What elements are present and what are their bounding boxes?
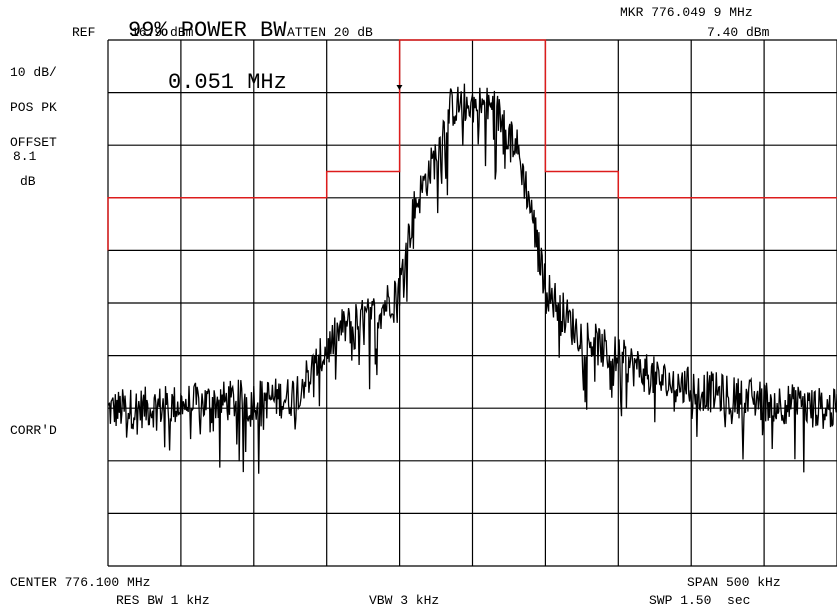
sweep-time: SWP 1.50 sec [649, 593, 751, 608]
spectrum-trace [107, 83, 837, 474]
measurement-title: 99% POWER BW [128, 18, 287, 43]
center-frequency: CENTER 776.100 MHz [10, 575, 151, 590]
video-bandwidth: VBW 3 kHz [369, 593, 440, 608]
span: SPAN 500 kHz [687, 575, 781, 590]
scale-per-division: 10 dB/ [10, 65, 57, 80]
marker-diamond [396, 84, 403, 90]
limit-mask [107, 39, 837, 251]
ref-label: REF [72, 25, 96, 40]
marker-level: 7.40 dBm [707, 25, 770, 40]
offset-label: OFFSET [10, 135, 57, 150]
corrected-indicator: CORR'D [10, 423, 57, 438]
graticule-grid [107, 39, 837, 567]
attenuation: ATTEN 20 dB [287, 25, 373, 40]
resolution-bandwidth: RES BW 1 kHz [116, 593, 210, 608]
detector-mode: POS PK [10, 100, 57, 115]
marker-frequency: MKR 776.049 9 MHz [620, 5, 753, 20]
trace-group [107, 83, 837, 474]
ref-level-value: 16.9 dBm [131, 25, 194, 40]
measurement-value: 0.051 MHz [168, 70, 287, 95]
marker-group [396, 84, 403, 90]
offset-value: 8.1 [13, 149, 37, 164]
offset-unit: dB [20, 174, 36, 189]
limit-line [107, 39, 837, 251]
